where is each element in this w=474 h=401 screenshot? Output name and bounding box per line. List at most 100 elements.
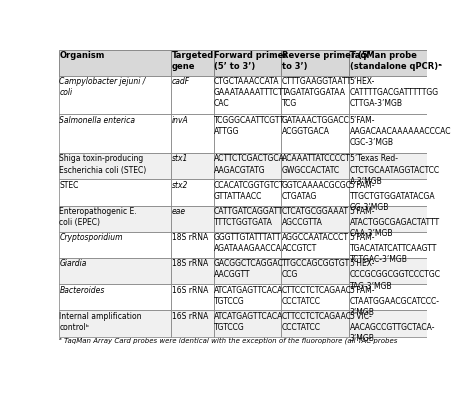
Bar	[349, 284, 427, 311]
Text: Salmonella enterica: Salmonella enterica	[59, 115, 136, 124]
Text: STEC: STEC	[59, 180, 79, 189]
Text: CATTGATCAGGATT
TTTCTGGTGATA: CATTGATCAGGATT TTTCTGGTGATA	[214, 207, 283, 227]
Bar	[171, 115, 213, 154]
Text: TTGCCAGCGGTGT
CCG: TTGCCAGCGGTGT CCG	[282, 259, 350, 279]
Text: ACAAATTATCCCCT
GWGCCACTATC: ACAAATTATCCCCT GWGCCACTATC	[282, 154, 351, 174]
Text: CTTCCTCTCAGAAC
CCCTATCC: CTTCCTCTCAGAAC CCCTATCC	[282, 311, 352, 331]
Bar	[59, 206, 171, 232]
Bar	[59, 284, 171, 311]
Bar	[282, 258, 349, 284]
Bar	[59, 311, 171, 337]
Bar	[282, 180, 349, 206]
Text: GGTCAAAACGCGC
CTGATAG: GGTCAAAACGCGC CTGATAG	[282, 180, 352, 200]
Text: Giardia: Giardia	[59, 259, 87, 267]
Text: Organism: Organism	[59, 51, 105, 60]
Bar	[282, 154, 349, 180]
Text: 5’HEX-
CATTTTGACGATTTTTGG
CTTGA-3’MGB: 5’HEX- CATTTTGACGATTTTTGG CTTGA-3’MGB	[350, 77, 439, 108]
Text: invA: invA	[172, 115, 188, 124]
Text: 5’FAM-
TGACATATCATTCAAGTT
TCTGAC-3’MGB: 5’FAM- TGACATATCATTCAAGTT TCTGAC-3’MGB	[350, 233, 437, 263]
Bar	[59, 51, 171, 77]
Bar	[213, 232, 282, 258]
Bar	[59, 258, 171, 284]
Text: GGGTTGTATTTATT
AGATAAAGAACCA: GGGTTGTATTTATT AGATAAAGAACCA	[214, 233, 282, 253]
Text: cadF: cadF	[172, 77, 190, 86]
Text: GACGGCTCAGGAC
AACGGTT: GACGGCTCAGGAC AACGGTT	[214, 259, 283, 279]
Text: 18S rRNA: 18S rRNA	[172, 259, 208, 267]
Text: ATCATGAGTTCACA
TGTCCG: ATCATGAGTTCACA TGTCCG	[214, 285, 283, 305]
Text: Cryptosporidium: Cryptosporidium	[59, 233, 123, 241]
Text: 16S rRNA: 16S rRNA	[172, 285, 208, 294]
Text: ATCATGAGTTCACA
TGTCCG: ATCATGAGTTCACA TGTCCG	[214, 311, 283, 331]
Bar	[171, 311, 213, 337]
Text: Internal amplification
controlᵇ: Internal amplification controlᵇ	[59, 311, 142, 331]
Bar	[213, 115, 282, 154]
Text: stx1: stx1	[172, 154, 188, 163]
Bar	[282, 311, 349, 337]
Bar	[282, 206, 349, 232]
Bar	[213, 154, 282, 180]
Text: CTTCCTCTCAGAAC
CCCTATCC: CTTCCTCTCAGAAC CCCTATCC	[282, 285, 352, 305]
Bar	[282, 115, 349, 154]
Text: ACTTCTCGACTGCA
AAGACGTATG: ACTTCTCGACTGCA AAGACGTATG	[214, 154, 285, 174]
Text: 5’VIC-
AACAGCCGTTGCTACA-
3’MGB: 5’VIC- AACAGCCGTTGCTACA- 3’MGB	[350, 311, 435, 342]
Bar	[171, 77, 213, 115]
Bar	[171, 154, 213, 180]
Bar	[349, 206, 427, 232]
Bar	[349, 154, 427, 180]
Text: ᵃ TaqMan Array Card probes were identical with the exception of the fluorophore : ᵃ TaqMan Array Card probes were identica…	[59, 337, 398, 344]
Bar	[349, 51, 427, 77]
Text: Forward primer
(5’ to 3’): Forward primer (5’ to 3’)	[214, 51, 287, 71]
Text: eae: eae	[172, 207, 186, 215]
Bar	[59, 115, 171, 154]
Text: 5’HEX-
CCCGCGGCGGTCCCTGC
TAG-3’MGB: 5’HEX- CCCGCGGCGGTCCCTGC TAG-3’MGB	[350, 259, 441, 290]
Text: TCGGGCAATTCGTT
ATTGG: TCGGGCAATTCGTT ATTGG	[214, 115, 285, 136]
Bar	[282, 51, 349, 77]
Text: CTTTGAAGGTAATT
TAGATATGGATAA
TCG: CTTTGAAGGTAATT TAGATATGGATAA TCG	[282, 77, 352, 108]
Bar	[171, 284, 213, 311]
Bar	[213, 77, 282, 115]
Bar	[213, 311, 282, 337]
Text: CCACATCGGTGTCT
GTTATTAACC: CCACATCGGTGTCT GTTATTAACC	[214, 180, 284, 200]
Text: Targeted
gene: Targeted gene	[172, 51, 214, 71]
Bar	[213, 206, 282, 232]
Text: GATAAACTGGACC
ACGGTGACA: GATAAACTGGACC ACGGTGACA	[282, 115, 350, 136]
Text: 5’FAM-
ATACTGGCGAGACTATTT
CAA-3’MGB: 5’FAM- ATACTGGCGAGACTATTT CAA-3’MGB	[350, 207, 440, 237]
Bar	[59, 154, 171, 180]
Bar	[171, 180, 213, 206]
Text: stx2: stx2	[172, 180, 188, 189]
Bar	[171, 232, 213, 258]
Bar	[171, 258, 213, 284]
Text: 18S rRNA: 18S rRNA	[172, 233, 208, 241]
Text: Campylobacter jejuni /
coli: Campylobacter jejuni / coli	[59, 77, 146, 97]
Bar	[349, 258, 427, 284]
Bar	[59, 232, 171, 258]
Bar	[282, 77, 349, 115]
Bar	[349, 232, 427, 258]
Bar	[213, 51, 282, 77]
Text: Bacteroides: Bacteroides	[59, 285, 105, 294]
Text: 16S rRNA: 16S rRNA	[172, 311, 208, 320]
Text: TaqMan probe
(standalone qPCR)ᵃ: TaqMan probe (standalone qPCR)ᵃ	[350, 51, 442, 71]
Text: 5’FAM-
CTAATGGAACGCATCCC-
3’MGB: 5’FAM- CTAATGGAACGCATCCC- 3’MGB	[350, 285, 440, 316]
Text: 5’FAM-
TTGCTGTGGATATACGA
GG-3’MGB: 5’FAM- TTGCTGTGGATATACGA GG-3’MGB	[350, 180, 435, 211]
Bar	[213, 180, 282, 206]
Bar	[213, 258, 282, 284]
Text: 5’FAM-
AAGACAACAAAAAACCCAC
CGC-3’MGB: 5’FAM- AAGACAACAAAAAACCCAC CGC-3’MGB	[350, 115, 451, 147]
Bar	[171, 206, 213, 232]
Text: AGGCCAATACCCT
ACCGTCT: AGGCCAATACCCT ACCGTCT	[282, 233, 349, 253]
Bar	[282, 284, 349, 311]
Bar	[349, 311, 427, 337]
Text: Reverse primer (5’
to 3’): Reverse primer (5’ to 3’)	[282, 51, 371, 71]
Bar	[349, 180, 427, 206]
Text: CTCATGCGGAAAT
AGCCGTTA: CTCATGCGGAAAT AGCCGTTA	[282, 207, 349, 227]
Bar	[213, 284, 282, 311]
Bar	[349, 115, 427, 154]
Bar	[59, 180, 171, 206]
Text: 5’Texas Red-
CTCTGCAATAGGTACTCC
A-3’MGB: 5’Texas Red- CTCTGCAATAGGTACTCC A-3’MGB	[350, 154, 440, 185]
Text: Enteropathogenic E.
coli (EPEC): Enteropathogenic E. coli (EPEC)	[59, 207, 137, 227]
Bar	[59, 77, 171, 115]
Bar	[349, 77, 427, 115]
Text: CTGCTAAACCATA
GAAATAAAATTTCT
CAC: CTGCTAAACCATA GAAATAAAATTTCT CAC	[214, 77, 283, 108]
Bar	[171, 51, 213, 77]
Text: Shiga toxin-producing
Escherichia coli (STEC): Shiga toxin-producing Escherichia coli (…	[59, 154, 147, 174]
